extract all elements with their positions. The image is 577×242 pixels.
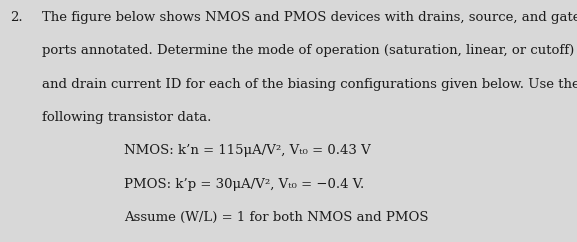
Text: NMOS: k’n = 115μA/V², Vₜ₀ = 0.43 V: NMOS: k’n = 115μA/V², Vₜ₀ = 0.43 V — [124, 144, 371, 158]
Text: Assume (W/L) = 1 for both NMOS and PMOS: Assume (W/L) = 1 for both NMOS and PMOS — [124, 211, 429, 224]
Text: PMOS: k’p = 30μA/V², Vₜ₀ = −0.4 V.: PMOS: k’p = 30μA/V², Vₜ₀ = −0.4 V. — [124, 178, 364, 191]
Text: 2.: 2. — [10, 11, 23, 24]
Text: The figure below shows NMOS and PMOS devices with drains, source, and gate: The figure below shows NMOS and PMOS dev… — [42, 11, 577, 24]
Text: and drain current ID for each of the biasing configurations given below. Use the: and drain current ID for each of the bia… — [42, 78, 577, 91]
Text: ports annotated. Determine the mode of operation (saturation, linear, or cutoff): ports annotated. Determine the mode of o… — [42, 44, 574, 57]
Text: following transistor data.: following transistor data. — [42, 111, 211, 124]
